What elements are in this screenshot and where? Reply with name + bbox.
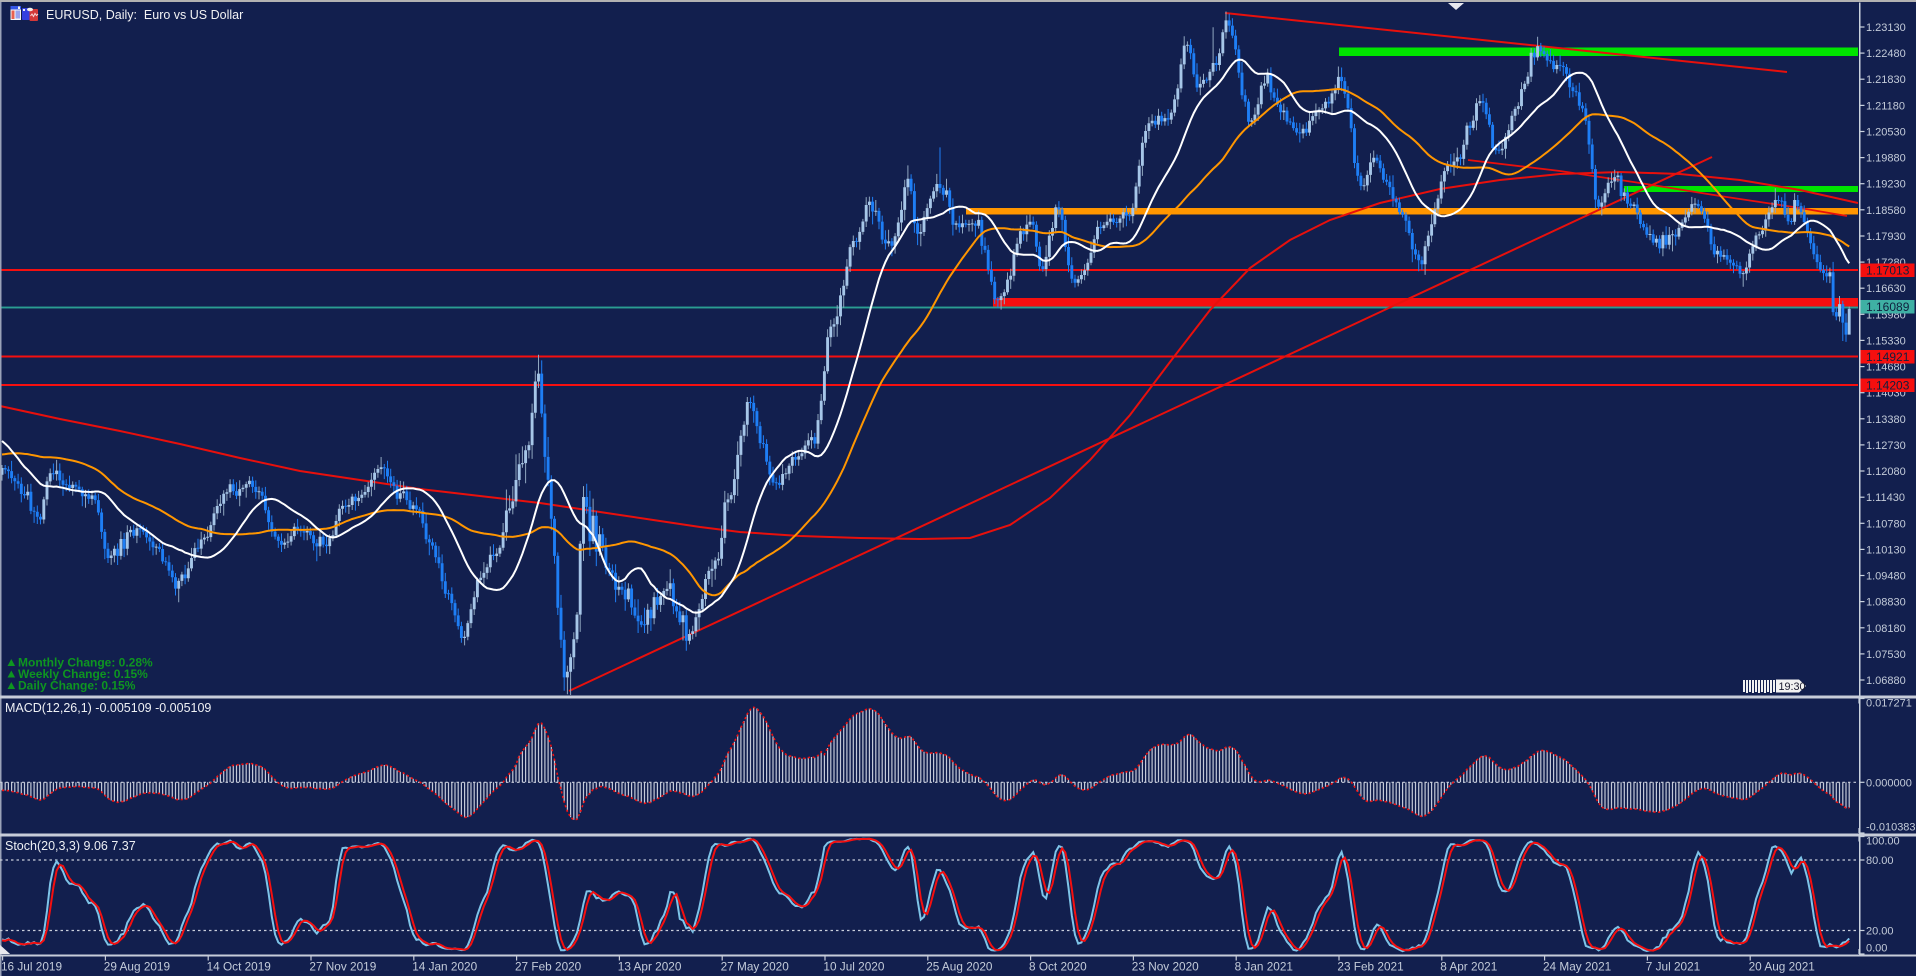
svg-text:27 May 2020: 27 May 2020 (721, 960, 790, 974)
svg-text:1.10130: 1.10130 (1866, 544, 1906, 556)
svg-text:8 Oct 2020: 8 Oct 2020 (1029, 960, 1087, 974)
svg-text:14 Oct 2019: 14 Oct 2019 (207, 960, 271, 974)
svg-text:1.08830: 1.08830 (1866, 597, 1906, 609)
svg-text:1.06880: 1.06880 (1866, 675, 1906, 687)
svg-text:13 Apr 2020: 13 Apr 2020 (618, 960, 682, 974)
svg-text:14 Jan 2020: 14 Jan 2020 (412, 960, 477, 974)
svg-text:1.20530: 1.20530 (1866, 127, 1906, 139)
svg-text:Weekly Change: 0.15%: Weekly Change: 0.15% (18, 667, 148, 681)
svg-text:1.17930: 1.17930 (1866, 231, 1906, 243)
svg-text:1.10780: 1.10780 (1866, 518, 1906, 530)
svg-text:1.19230: 1.19230 (1866, 179, 1906, 191)
svg-text:1.21180: 1.21180 (1866, 100, 1905, 112)
svg-text:0.017271: 0.017271 (1866, 698, 1912, 710)
svg-text:19:30: 19:30 (1779, 681, 1806, 693)
svg-text:1.12730: 1.12730 (1866, 440, 1906, 452)
svg-text:1.23130: 1.23130 (1866, 22, 1906, 34)
svg-text:1.18580: 1.18580 (1866, 205, 1906, 217)
svg-text:1.11430: 1.11430 (1866, 492, 1905, 504)
svg-text:20.00: 20.00 (1866, 926, 1894, 938)
svg-text:0.000000: 0.000000 (1866, 777, 1912, 789)
svg-text:1.15330: 1.15330 (1866, 335, 1906, 347)
svg-text:23 Nov 2020: 23 Nov 2020 (1132, 960, 1199, 974)
svg-text:1.17013: 1.17013 (1866, 263, 1910, 277)
svg-text:29 Aug 2019: 29 Aug 2019 (104, 960, 170, 974)
svg-text:27 Feb 2020: 27 Feb 2020 (515, 960, 582, 974)
svg-text:1.07530: 1.07530 (1866, 649, 1906, 661)
svg-text:1.08180: 1.08180 (1866, 623, 1906, 635)
svg-text:1.16630: 1.16630 (1866, 283, 1906, 295)
svg-text:EURUSD, Daily: Euro vs US Dol: EURUSD, Daily: Euro vs US Dollar (46, 8, 243, 22)
svg-text:27 Nov 2019: 27 Nov 2019 (309, 960, 376, 974)
svg-text:0.00: 0.00 (1866, 943, 1887, 955)
svg-text:MACD(12,26,1) -0.005109 -0.005: MACD(12,26,1) -0.005109 -0.005109 (5, 701, 211, 715)
svg-text:80.00: 80.00 (1866, 855, 1894, 867)
svg-text:1.16089: 1.16089 (1866, 300, 1910, 314)
svg-text:1.19880: 1.19880 (1866, 153, 1906, 165)
svg-text:8 Apr 2021: 8 Apr 2021 (1440, 960, 1497, 974)
svg-text:100.00: 100.00 (1866, 836, 1900, 848)
svg-text:Daily Change: 0.15%: Daily Change: 0.15% (18, 679, 136, 693)
svg-text:-0.010383: -0.010383 (1866, 822, 1916, 834)
svg-text:1.14680: 1.14680 (1866, 362, 1906, 374)
svg-text:8 Jan 2021: 8 Jan 2021 (1235, 960, 1293, 974)
svg-text:25 Aug 2020: 25 Aug 2020 (926, 960, 993, 974)
svg-text:1.14203: 1.14203 (1866, 378, 1910, 392)
svg-text:10 Jul 2020: 10 Jul 2020 (823, 960, 884, 974)
svg-text:7 Jul 2021: 7 Jul 2021 (1646, 960, 1700, 974)
svg-text:1.12080: 1.12080 (1866, 466, 1906, 478)
svg-text:16 Jul 2019: 16 Jul 2019 (1, 960, 62, 974)
svg-text:20 Aug 2021: 20 Aug 2021 (1749, 960, 1815, 974)
svg-text:Stoch(20,3,3) 9.06 7.37: Stoch(20,3,3) 9.06 7.37 (5, 839, 136, 853)
svg-text:1.21830: 1.21830 (1866, 74, 1906, 86)
svg-text:Monthly Change: 0.28%: Monthly Change: 0.28% (18, 656, 153, 670)
svg-text:1.22480: 1.22480 (1866, 48, 1906, 60)
svg-text:1.13380: 1.13380 (1866, 414, 1906, 426)
svg-text:24 May 2021: 24 May 2021 (1543, 960, 1611, 974)
svg-text:1.14921: 1.14921 (1866, 350, 1910, 364)
svg-text:23 Feb 2021: 23 Feb 2021 (1337, 960, 1403, 974)
svg-text:1.09480: 1.09480 (1866, 571, 1906, 583)
